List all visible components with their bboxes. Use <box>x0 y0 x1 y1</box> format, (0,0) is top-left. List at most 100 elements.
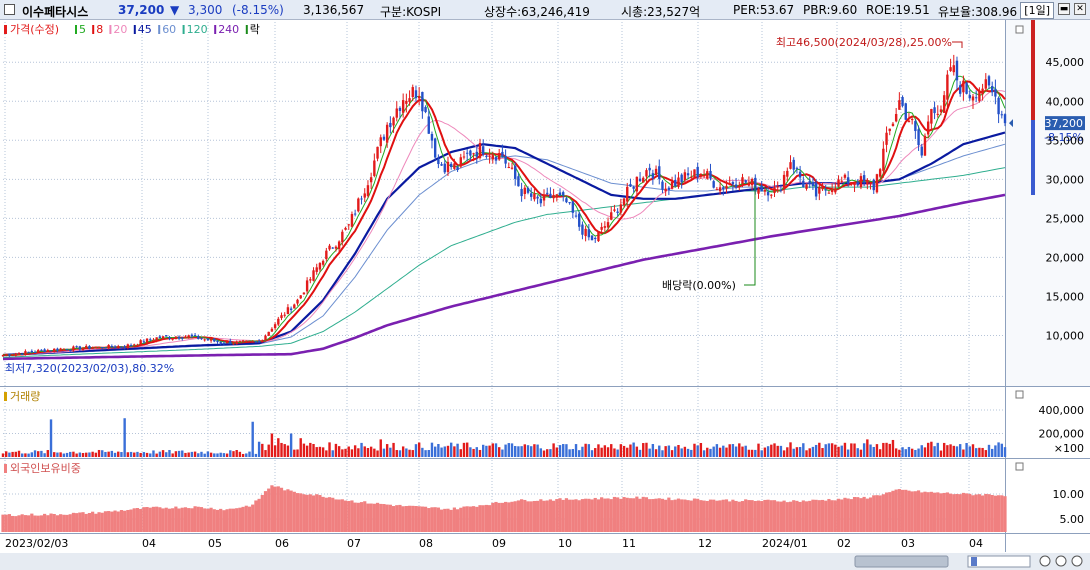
foreign-ratio-bar <box>484 504 488 532</box>
panel-toggle-button[interactable] <box>1015 390 1024 399</box>
candle-body <box>139 340 142 346</box>
legend-ma-marker <box>92 25 95 34</box>
candle-body <box>1003 114 1007 124</box>
volume-tick-label: 400,000 <box>1039 404 1085 417</box>
volume-bar <box>46 450 50 457</box>
volume-bar <box>638 449 642 457</box>
foreign-ratio-bar <box>174 506 178 532</box>
foreign-ratio-bar <box>203 508 207 532</box>
volume-bar <box>225 453 229 457</box>
candle-body <box>424 106 427 113</box>
foreign-ratio-bar <box>270 485 274 532</box>
candle-body <box>936 113 939 115</box>
candle-body <box>888 128 891 132</box>
candle-body <box>818 187 821 194</box>
volume-bar <box>578 450 581 457</box>
candle-body <box>14 353 18 356</box>
candle-body <box>398 107 402 111</box>
zoom-in-icon[interactable] <box>1055 555 1067 567</box>
candle-body <box>149 339 152 341</box>
foreign-ratio-bar <box>443 508 447 532</box>
minimize-icon[interactable]: ▬ <box>1058 3 1070 15</box>
foreign-ratio-bar <box>824 500 828 532</box>
date-tick-label: 06 <box>275 537 289 550</box>
foreign-ratio-bar <box>731 499 735 532</box>
volume-bar <box>930 441 933 457</box>
foreign-ratio-bar <box>884 492 889 532</box>
volume-bar <box>882 442 885 457</box>
volume-bar <box>622 445 626 457</box>
foreign-ratio-bar <box>65 514 69 532</box>
zoom-out-icon[interactable] <box>1039 555 1051 567</box>
foreign-ratio-bar <box>843 497 847 532</box>
zoom-slider-handle[interactable] <box>971 557 977 566</box>
volume-bar <box>718 447 722 457</box>
zoom-slider[interactable] <box>967 555 1031 568</box>
volume-bar <box>997 442 1000 457</box>
close-icon[interactable]: ✕ <box>1074 3 1086 15</box>
panel-toggle-button[interactable] <box>1015 25 1024 34</box>
volume-bar <box>754 449 757 457</box>
candle-body <box>619 204 623 213</box>
dividend-pointer <box>744 186 756 286</box>
candle-body <box>485 155 488 157</box>
panel-toggle-button[interactable] <box>1015 462 1024 471</box>
volume-bar <box>334 443 338 457</box>
foreign-ratio-bar <box>500 502 504 532</box>
volume-bar <box>337 446 341 457</box>
select-checkbox[interactable] <box>4 4 15 15</box>
volume-bar <box>914 449 917 457</box>
foreign-ratio-bar <box>177 508 181 532</box>
foreign-ratio-bar <box>974 494 978 532</box>
foreign-ratio-bar <box>888 492 892 532</box>
candle-body <box>642 177 645 183</box>
candle-body <box>494 157 498 161</box>
scrollbar-track[interactable] <box>0 553 1090 570</box>
foreign-ratio-bar <box>945 492 949 532</box>
foreign-ratio-bar <box>705 500 709 532</box>
scrollbar-thumb[interactable] <box>854 555 949 568</box>
foreign-ratio-bar <box>587 498 591 532</box>
volume-bar <box>8 452 11 457</box>
foreign-ratio-bar <box>632 498 636 532</box>
volume-bar <box>149 453 152 457</box>
listed-shares: 상장수:63,246,419 <box>484 5 590 19</box>
candle-body <box>795 167 799 169</box>
foreign-ratio-bar <box>337 499 341 532</box>
period-selector[interactable]: [1일] <box>1020 2 1054 19</box>
foreign-ratio-bar <box>222 510 226 532</box>
legend-ma-marker <box>109 25 112 34</box>
volume-bar <box>152 450 155 457</box>
current-price-label: 37,200 <box>1045 117 1084 130</box>
volume-bar <box>312 443 315 457</box>
volume-bar <box>395 450 398 457</box>
volume-bar <box>677 445 680 457</box>
candle-body <box>264 335 267 340</box>
volume-bar <box>469 447 472 457</box>
foreign-ratio-bar <box>833 500 837 532</box>
foreign-ratio-bar <box>180 507 184 532</box>
candle-body <box>321 260 325 265</box>
foreign-ratio-bar <box>183 507 188 532</box>
foreign-ratio-bar <box>699 500 703 532</box>
legend-ex-label: 락 <box>250 23 260 36</box>
volume-bar <box>11 451 14 457</box>
foreign-ratio-bar <box>49 513 53 532</box>
foreign-ratio-bar <box>900 489 905 532</box>
volume-bar <box>417 442 421 457</box>
candle-body <box>357 198 360 212</box>
legend-ma-label: 5 <box>79 23 86 36</box>
volume-bar <box>309 442 312 457</box>
foreign-ratio-bar <box>660 498 665 532</box>
volume-bar <box>619 444 623 457</box>
candle-body <box>501 151 504 157</box>
candle-body <box>594 237 597 240</box>
stock-name: 이수페타시스 <box>22 5 89 19</box>
foreign-ratio-bar <box>251 504 255 532</box>
volume-bar <box>946 445 949 457</box>
foreign-ratio-bar <box>97 512 101 532</box>
volume-bar <box>430 442 434 457</box>
volume-bar <box>629 444 632 457</box>
zoom-reset-icon[interactable] <box>1071 555 1083 567</box>
candle-body <box>469 150 472 156</box>
